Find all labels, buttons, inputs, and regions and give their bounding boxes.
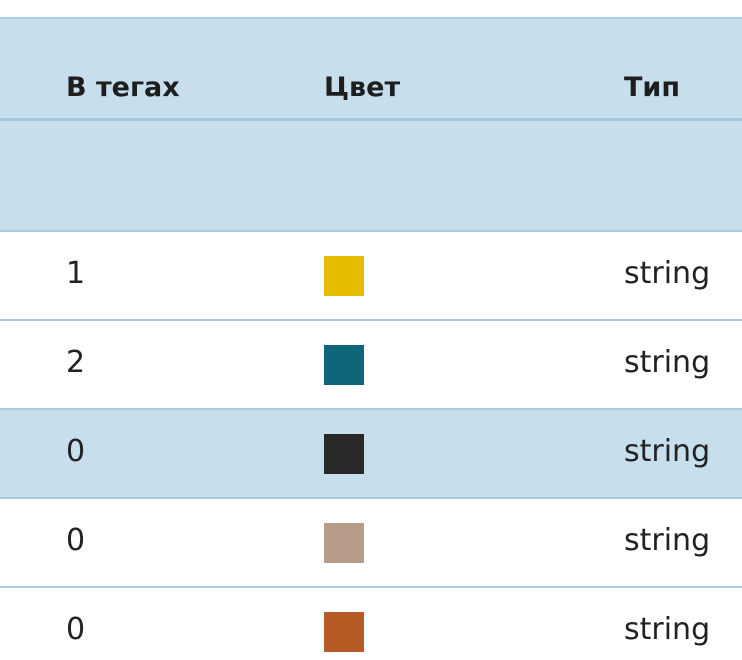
column-header-tags[interactable]: В тегах — [66, 72, 180, 103]
table-top-border — [0, 17, 742, 19]
cell-type: string — [624, 612, 711, 647]
table-row-selected[interactable]: 0 string — [0, 408, 742, 497]
table-row[interactable]: 0 string — [0, 586, 742, 660]
column-header-type[interactable]: Тип — [624, 72, 680, 103]
color-swatch — [324, 523, 364, 563]
cell-tags-count: 0 — [66, 434, 86, 469]
cell-tags-count: 0 — [66, 612, 86, 647]
color-swatch — [324, 612, 364, 652]
table-row[interactable]: 1 string — [0, 230, 742, 319]
cell-tags-count: 2 — [66, 345, 86, 380]
header-divider — [0, 118, 742, 121]
cell-type: string — [624, 256, 711, 291]
color-swatch — [324, 256, 364, 296]
color-swatch — [324, 345, 364, 385]
cell-type: string — [624, 434, 711, 469]
color-swatch — [324, 434, 364, 474]
table-filter-row — [0, 121, 742, 230]
cell-tags-count: 0 — [66, 523, 86, 558]
table-header-row: В тегах Цвет Тип — [0, 19, 742, 118]
column-header-color[interactable]: Цвет — [324, 72, 401, 103]
cell-type: string — [624, 345, 711, 380]
table-row[interactable]: 0 string — [0, 497, 742, 586]
cell-type: string — [624, 523, 711, 558]
table-row[interactable]: 2 string — [0, 319, 742, 408]
cell-tags-count: 1 — [66, 256, 86, 291]
